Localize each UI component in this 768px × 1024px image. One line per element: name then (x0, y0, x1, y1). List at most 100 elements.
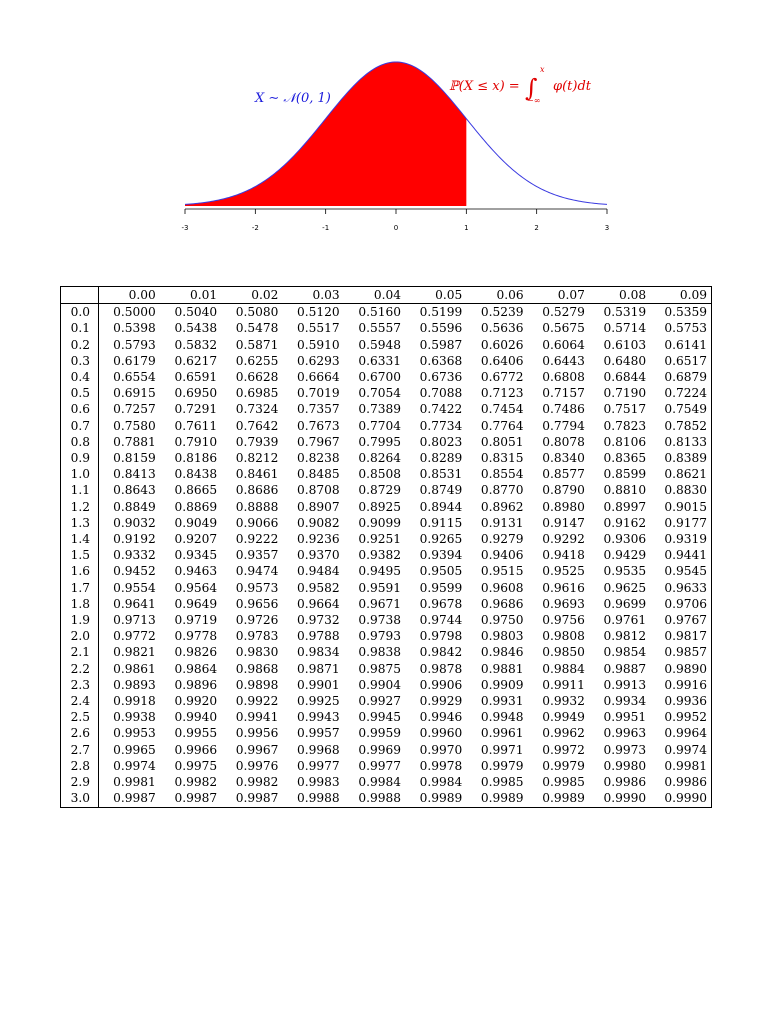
probability-cell: 0.9974 (664, 742, 707, 757)
probability-cell: 0.8461 (235, 467, 279, 482)
probability-cell: 0.9871 (297, 661, 340, 676)
probability-cell: 0.7389 (358, 402, 401, 417)
probability-cell: 0.9906 (419, 677, 463, 692)
probability-cell: 0.5359 (664, 305, 707, 320)
probability-cell: 0.9713 (113, 613, 156, 628)
probability-cell: 0.6879 (664, 370, 707, 385)
probability-cell: 0.9990 (664, 791, 707, 806)
probability-cell: 0.7517 (603, 402, 647, 417)
table-row: 1.0 0.8413 0.8438 0.8461 0.8485 0.8508 0.8531 0… (60, 466, 712, 483)
z-value-cell: 2.1 (60, 644, 99, 661)
probability-cell: 0.9934 (603, 694, 647, 709)
standard-normal-table: 0.00 0.01 0.02 0.03 0.04 0.05 0.06 0.07 0.08 0.09… (60, 286, 712, 808)
probability-cell: 0.9956 (235, 726, 279, 741)
z-value-cell: 1.5 (60, 547, 99, 564)
z-value-cell: 2.3 (60, 676, 99, 694)
probability-cell: 0.5871 (235, 337, 279, 352)
probability-cell: 0.9608 (480, 580, 524, 595)
probability-cell: 0.9686 (480, 596, 524, 611)
probability-cell: 0.9861 (113, 661, 156, 676)
table-row: 1.1 0.8643 0.8665 0.8686 0.8708 0.8729 0.8749 0… (60, 482, 712, 499)
probability-cell: 0.8554 (480, 467, 524, 482)
probability-cell: 0.8980 (542, 499, 585, 514)
probability-cell: 0.5910 (297, 337, 340, 352)
probability-cell: 0.9931 (480, 694, 524, 709)
probability-cell: 0.9981 (664, 758, 707, 773)
table-row: 0.5 0.6915 0.6950 0.6985 0.7019 0.7054 0.7088 0… (60, 385, 712, 402)
probability-cell: 0.9641 (113, 596, 156, 611)
probability-cell: 0.9115 (419, 515, 463, 530)
probability-cell: 0.9406 (480, 548, 524, 563)
probability-cell: 0.9964 (664, 726, 707, 741)
z-value-cell: 0.3 (60, 352, 99, 370)
probability-cell: 0.9941 (235, 710, 279, 725)
probability-cell: 0.9099 (358, 515, 401, 530)
probability-cell: 0.7673 (297, 418, 340, 433)
z-value-cell: 0.7 (60, 417, 99, 434)
probability-cell: 0.8830 (664, 483, 707, 498)
probability-cell: 0.7852 (664, 418, 707, 433)
table-row: 1.3 0.9032 0.9049 0.9066 0.9082 0.9099 0.9115 0… (60, 514, 712, 532)
probability-cell: 0.8599 (603, 467, 647, 482)
probability-cell: 0.7794 (542, 418, 585, 433)
cdf-shaded-area (185, 62, 467, 206)
probability-cell: 0.6950 (174, 386, 218, 401)
probability-cell: 0.9922 (235, 694, 279, 709)
table-body: 0.0 0.5000 0.5040 0.5080 0.5120 0.5160 0.5199 0… (60, 303, 712, 807)
probability-cell: 0.9977 (358, 758, 401, 773)
probability-cell: 0.9830 (235, 645, 279, 660)
probability-cell: 0.8340 (542, 451, 585, 466)
probability-cell: 0.7357 (297, 402, 340, 417)
probability-cell: 0.9980 (603, 758, 647, 773)
probability-cell: 0.5040 (174, 305, 218, 320)
table-row: 1.6 0.9452 0.9463 0.9474 0.9484 0.9495 0.9505 0… (60, 563, 712, 580)
probability-cell: 0.9920 (174, 694, 218, 709)
probability-cell: 0.9969 (358, 742, 401, 757)
probability-cell: 0.7157 (542, 386, 585, 401)
probability-cell: 0.5793 (113, 337, 156, 352)
probability-cell: 0.7611 (174, 418, 218, 433)
probability-cell: 0.9032 (113, 515, 156, 530)
probability-cell: 0.7764 (480, 418, 524, 433)
probability-cell: 0.8962 (480, 499, 524, 514)
probability-cell: 0.9977 (297, 758, 340, 773)
probability-cell: 0.9162 (603, 515, 647, 530)
probability-cell: 0.5080 (235, 305, 279, 320)
z-value-cell: 3.0 (60, 790, 99, 807)
probability-cell: 0.5279 (542, 305, 585, 320)
probability-cell: 0.5675 (542, 321, 585, 336)
probability-cell: 0.9961 (480, 726, 524, 741)
probability-cell: 0.9985 (480, 775, 524, 790)
probability-cell: 0.9975 (174, 758, 218, 773)
x-tick-label: 1 (464, 224, 468, 232)
probability-cell: 0.8643 (113, 483, 156, 498)
probability-cell: 0.9452 (113, 564, 156, 579)
probability-cell: 0.9952 (664, 710, 707, 725)
probability-cell: 0.8770 (480, 483, 524, 498)
probability-cell: 0.9932 (542, 694, 585, 709)
table-row: 0.7 0.7580 0.7611 0.7642 0.7673 0.7704 0.7734 0… (60, 417, 712, 434)
probability-cell: 0.9147 (542, 515, 585, 530)
probability-cell: 0.5636 (480, 321, 524, 336)
probability-cell: 0.7642 (235, 418, 279, 433)
probability-cell: 0.9082 (297, 515, 340, 530)
table-row: 2.0 0.9772 0.9778 0.9783 0.9788 0.9793 0.9798 0… (60, 628, 712, 645)
z-value-cell: 2.6 (60, 725, 99, 742)
table-row: 2.5 0.9938 0.9940 0.9941 0.9943 0.9945 0.9946 0… (60, 709, 712, 726)
probability-cell: 0.9971 (480, 742, 524, 757)
probability-cell: 0.9222 (235, 532, 279, 547)
probability-cell: 0.5160 (358, 305, 401, 320)
probability-cell: 0.5832 (174, 337, 218, 352)
probability-cell: 0.9738 (358, 613, 401, 628)
probability-cell: 0.9484 (297, 564, 340, 579)
probability-cell: 0.8849 (113, 499, 156, 514)
probability-cell: 0.9625 (603, 580, 647, 595)
probability-cell: 0.7549 (664, 402, 707, 417)
probability-cell: 0.9515 (480, 564, 524, 579)
probability-cell: 0.9495 (358, 564, 401, 579)
probability-cell: 0.9927 (358, 694, 401, 709)
z-value-cell: 2.2 (60, 660, 99, 677)
density-curve (184, 61, 608, 205)
probability-cell: 0.9591 (358, 580, 401, 595)
probability-cell: 0.8289 (419, 451, 463, 466)
